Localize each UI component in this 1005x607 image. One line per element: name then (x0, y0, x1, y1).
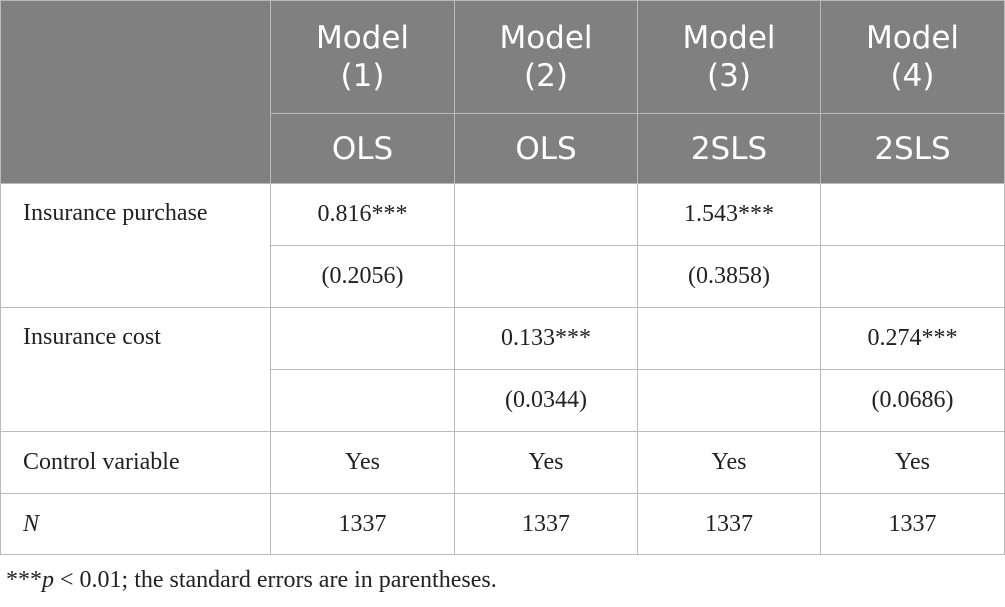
value-cell: 1337 (454, 493, 638, 555)
table-row-insurance-purchase-se: (0.2056) (0.3858) (1, 245, 1005, 308)
value-cell: Yes (270, 431, 455, 494)
model-2-number: (2) (524, 58, 568, 94)
se-cell (637, 369, 821, 432)
table-row-insurance-cost-coef: Insurance cost 0.133*** 0.274*** (0, 307, 1005, 432)
coef-cell (820, 183, 1005, 246)
method-model-3: 2SLS (637, 113, 821, 184)
model-4-title: Model (865, 20, 960, 56)
footnote-p: p (42, 567, 54, 593)
value-cell: 1337 (637, 493, 821, 555)
se-cell (270, 369, 455, 432)
model-1-title: Model (315, 20, 410, 56)
header-row-models: Model (1) Model (2) Model (3) Model (4) (0, 0, 1005, 184)
table-footnote: ***p < 0.01; the standard errors are in … (6, 567, 497, 594)
method-model-4: 2SLS (820, 113, 1005, 184)
coef-cell: 0.133*** (454, 307, 638, 370)
header-model-4: Model (4) (820, 0, 1005, 114)
se-cell: (0.3858) (637, 245, 821, 308)
footnote-text: < 0.01; the standard errors are in paren… (54, 567, 497, 593)
coef-cell: 0.274*** (820, 307, 1005, 370)
header-model-2: Model (2) (454, 0, 638, 114)
coef-cell (270, 307, 455, 370)
header-model-3: Model (3) (637, 0, 821, 114)
row-label-insurance-purchase: Insurance purchase (0, 183, 271, 308)
value-cell: 1337 (270, 493, 455, 555)
row-label-insurance-cost: Insurance cost (0, 307, 271, 432)
se-cell (454, 245, 638, 308)
se-cell: (0.0686) (820, 369, 1005, 432)
coef-cell: 0.816*** (270, 183, 455, 246)
header-model-1: Model (1) (270, 0, 455, 114)
table-row-insurance-cost-se: (0.0344) (0.0686) (1, 369, 1005, 432)
value-cell: Yes (454, 431, 638, 494)
model-2-title: Model (499, 20, 593, 56)
table-row-n: N 1337 1337 1337 1337 (0, 493, 1005, 555)
value-cell: Yes (637, 431, 821, 494)
regression-table: Model (1) Model (2) Model (3) Model (4) … (0, 0, 1005, 555)
se-cell: (0.0344) (454, 369, 638, 432)
value-cell: Yes (820, 431, 1005, 494)
header-corner-cell (0, 0, 271, 184)
table-row-insurance-purchase-coef: Insurance purchase 0.816*** 1.543*** (0, 183, 1005, 308)
row-label-control-variable: Control variable (0, 431, 271, 494)
coef-cell (637, 307, 821, 370)
coef-cell (454, 183, 638, 246)
model-3-title: Model (682, 20, 776, 56)
method-model-1: OLS (270, 113, 455, 184)
coef-cell: 1.543*** (637, 183, 821, 246)
table-row-control-variable: Control variable Yes Yes Yes Yes (0, 431, 1005, 494)
se-cell (820, 245, 1005, 308)
header-row-methods: OLS OLS 2SLS 2SLS (1, 113, 1005, 184)
model-4-number: (4) (890, 58, 935, 94)
se-cell: (0.2056) (270, 245, 455, 308)
value-cell: 1337 (820, 493, 1005, 555)
model-3-number: (3) (707, 58, 751, 94)
footnote-stars: *** (6, 567, 42, 593)
row-label-n: N (0, 493, 271, 555)
method-model-2: OLS (454, 113, 638, 184)
model-1-number: (1) (340, 58, 385, 94)
